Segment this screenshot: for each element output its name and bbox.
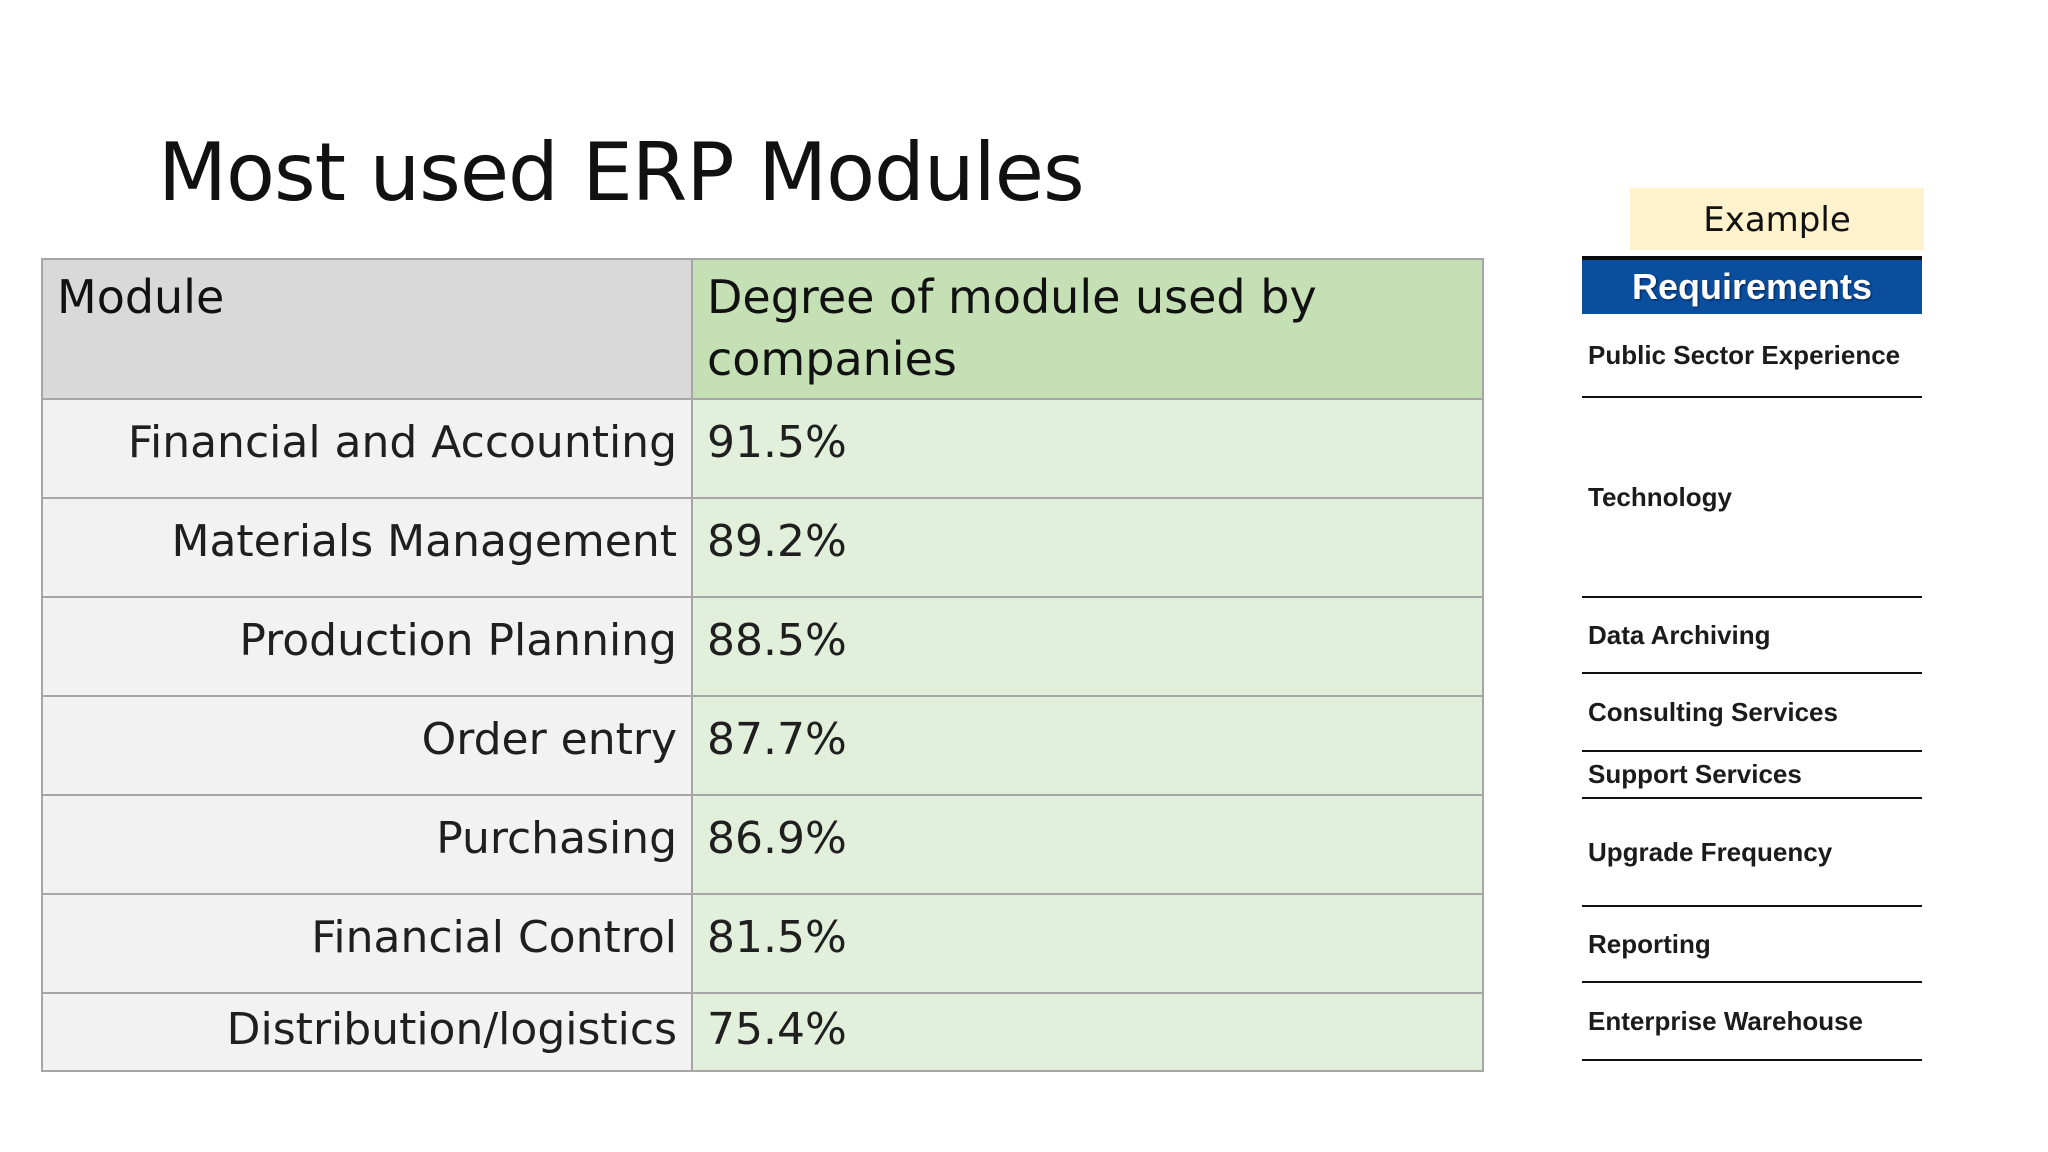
table-row: Financial and Accounting 91.5% — [41, 398, 1484, 499]
table-header-row: Module Degree of module used by companie… — [41, 258, 1484, 400]
requirements-header: Requirements — [1582, 256, 1922, 314]
requirement-item: Data Archiving — [1582, 598, 1922, 674]
module-degree-cell: 88.5% — [691, 596, 1484, 697]
requirement-label: Support Services — [1588, 759, 1802, 789]
requirement-label: Enterprise Warehouse — [1588, 1005, 1864, 1036]
module-name-cell: Financial and Accounting — [41, 398, 693, 499]
requirement-item: Support Services — [1582, 752, 1922, 799]
example-badge: Example — [1630, 188, 1924, 250]
module-name-cell: Production Planning — [41, 596, 693, 697]
table-row: Order entry 87.7% — [41, 695, 1484, 796]
module-degree-cell: 86.9% — [691, 794, 1484, 895]
requirement-label: Reporting — [1588, 928, 1711, 959]
requirement-item: Enterprise Warehouse — [1582, 983, 1922, 1061]
requirement-item: Public Sector Experience — [1582, 314, 1922, 398]
requirement-item: Consulting Services — [1582, 674, 1922, 752]
module-degree-cell: 75.4% — [691, 992, 1484, 1072]
module-name-cell: Order entry — [41, 695, 693, 796]
slide-title: Most used ERP Modules — [158, 126, 1085, 219]
requirements-panel: Requirements Public Sector Experience Te… — [1582, 256, 1922, 1061]
requirement-label: Data Archiving — [1588, 619, 1771, 650]
module-column-header: Module — [41, 258, 693, 400]
module-name-cell: Purchasing — [41, 794, 693, 895]
degree-column-header: Degree of module used by companies — [691, 258, 1484, 400]
requirement-label: Technology — [1588, 481, 1732, 512]
module-degree-cell: 81.5% — [691, 893, 1484, 994]
requirement-item: Upgrade Frequency — [1582, 799, 1922, 907]
module-degree-cell: 91.5% — [691, 398, 1484, 499]
module-degree-cell: 89.2% — [691, 497, 1484, 598]
requirement-label: Public Sector Experience — [1588, 339, 1901, 370]
requirement-label: Upgrade Frequency — [1588, 836, 1833, 867]
table-row: Financial Control 81.5% — [41, 893, 1484, 994]
table-row: Purchasing 86.9% — [41, 794, 1484, 895]
module-name-cell: Distribution/logistics — [41, 992, 693, 1072]
erp-modules-table: Module Degree of module used by companie… — [41, 258, 1484, 1072]
table-row: Distribution/logistics 75.4% — [41, 992, 1484, 1072]
table-row: Production Planning 88.5% — [41, 596, 1484, 697]
module-name-cell: Financial Control — [41, 893, 693, 994]
module-degree-cell: 87.7% — [691, 695, 1484, 796]
requirement-item: Technology — [1582, 398, 1922, 598]
requirement-item: Reporting — [1582, 907, 1922, 983]
table-row: Materials Management 89.2% — [41, 497, 1484, 598]
requirement-label: Consulting Services — [1588, 696, 1838, 727]
module-name-cell: Materials Management — [41, 497, 693, 598]
